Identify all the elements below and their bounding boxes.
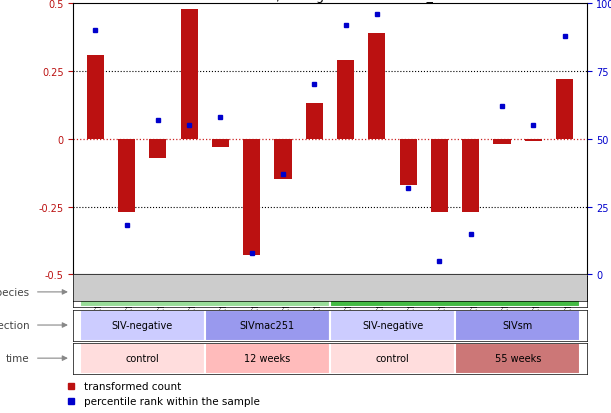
Bar bbox=[337, 61, 354, 140]
Text: transformed count: transformed count bbox=[84, 381, 181, 391]
Bar bbox=[87, 55, 104, 140]
Bar bbox=[400, 140, 417, 185]
Bar bbox=[330, 277, 580, 308]
Bar bbox=[556, 80, 573, 140]
Bar bbox=[243, 140, 260, 256]
Text: control: control bbox=[125, 353, 159, 363]
Text: time: time bbox=[6, 353, 30, 363]
Text: control: control bbox=[376, 353, 409, 363]
Text: Rhesus macaque: Rhesus macaque bbox=[163, 287, 247, 297]
Bar bbox=[79, 343, 205, 374]
Bar bbox=[180, 9, 198, 140]
Text: 12 weeks: 12 weeks bbox=[244, 353, 290, 363]
Title: GDS4230 / MmugDNA.40381.1.S1_at: GDS4230 / MmugDNA.40381.1.S1_at bbox=[214, 0, 445, 3]
Text: species: species bbox=[0, 287, 30, 297]
Bar bbox=[455, 343, 580, 374]
Text: SIVmac251: SIVmac251 bbox=[240, 320, 295, 330]
Bar bbox=[205, 310, 330, 341]
Bar bbox=[368, 34, 386, 140]
Text: infection: infection bbox=[0, 320, 30, 330]
Bar bbox=[330, 310, 455, 341]
Text: Sooty mangabey: Sooty mangabey bbox=[414, 287, 496, 297]
Text: SIV-negative: SIV-negative bbox=[362, 320, 423, 330]
Bar bbox=[212, 140, 229, 147]
Text: SIV-negative: SIV-negative bbox=[112, 320, 173, 330]
Bar bbox=[79, 310, 205, 341]
Text: percentile rank within the sample: percentile rank within the sample bbox=[84, 396, 260, 406]
Bar bbox=[118, 140, 135, 212]
Bar bbox=[431, 140, 448, 212]
Bar bbox=[494, 140, 511, 145]
Bar bbox=[79, 277, 330, 308]
Bar bbox=[149, 140, 166, 158]
Text: SIVsm: SIVsm bbox=[503, 320, 533, 330]
Bar bbox=[330, 343, 455, 374]
Bar bbox=[205, 343, 330, 374]
Bar bbox=[455, 310, 580, 341]
Bar bbox=[462, 140, 480, 212]
Text: 55 weeks: 55 weeks bbox=[494, 353, 541, 363]
Bar bbox=[525, 140, 542, 142]
Bar bbox=[306, 104, 323, 140]
Bar bbox=[274, 140, 291, 180]
